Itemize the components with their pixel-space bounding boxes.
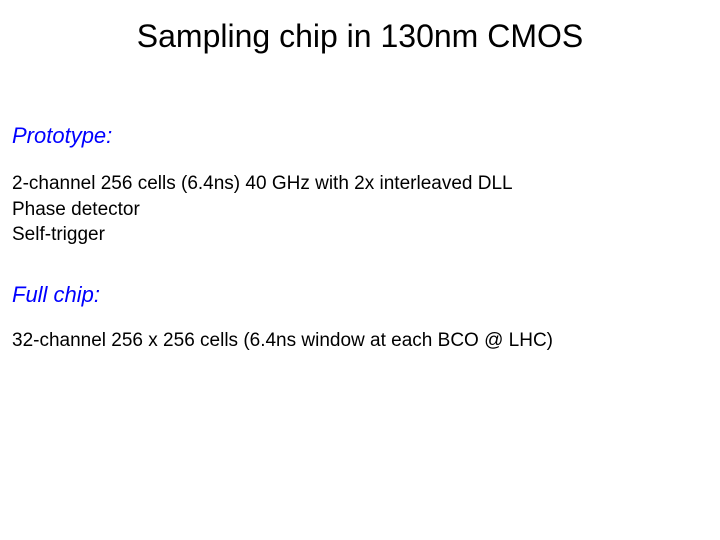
- prototype-heading: Prototype:: [12, 123, 708, 149]
- slide-content: Prototype: 2-channel 256 cells (6.4ns) 4…: [0, 123, 720, 354]
- prototype-line-1: 2-channel 256 cells (6.4ns) 40 GHz with …: [12, 171, 708, 197]
- slide-title: Sampling chip in 130nm CMOS: [0, 0, 720, 65]
- prototype-line-3: Self-trigger: [12, 222, 708, 248]
- fullchip-line-1: 32-channel 256 x 256 cells (6.4ns window…: [12, 328, 708, 354]
- fullchip-heading: Full chip:: [12, 282, 708, 308]
- prototype-line-2: Phase detector: [12, 197, 708, 223]
